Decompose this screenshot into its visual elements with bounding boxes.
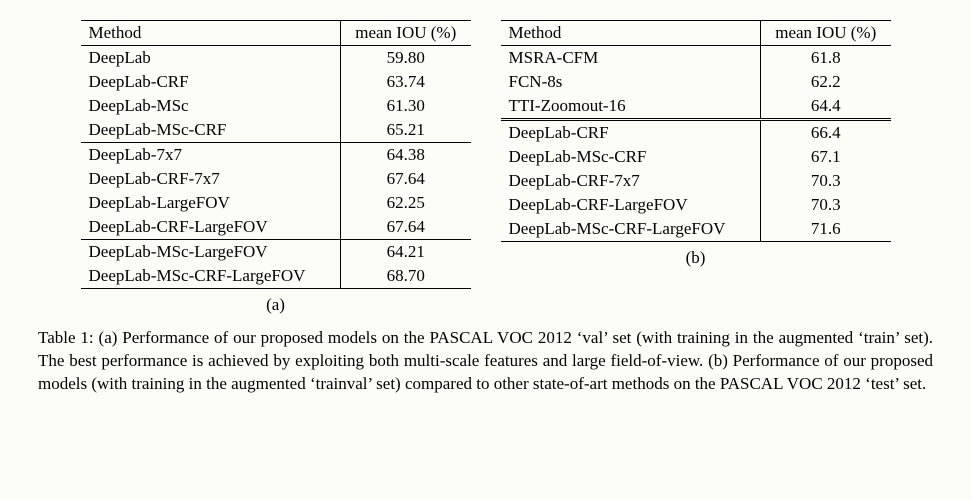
table-row: DeepLab-CRF 63.74 bbox=[81, 70, 471, 94]
cell-iou: 59.80 bbox=[341, 46, 471, 71]
table-row: DeepLab-CRF-LargeFOV 70.3 bbox=[501, 193, 891, 217]
table-row: DeepLab-CRF 66.4 bbox=[501, 120, 891, 146]
cell-iou: 70.3 bbox=[761, 193, 891, 217]
cell-iou: 61.30 bbox=[341, 94, 471, 118]
cell-iou: 61.8 bbox=[761, 46, 891, 71]
cell-method: DeepLab-MSc-CRF bbox=[81, 118, 341, 143]
table-row: DeepLab-MSc-CRF 67.1 bbox=[501, 145, 891, 169]
table-row: DeepLab-MSc-CRF-LargeFOV 71.6 bbox=[501, 217, 891, 242]
table-row: DeepLab-MSc 61.30 bbox=[81, 94, 471, 118]
table-row: DeepLab-CRF-7x7 67.64 bbox=[81, 167, 471, 191]
cell-iou: 67.1 bbox=[761, 145, 891, 169]
tables-container: Method mean IOU (%) DeepLab 59.80 DeepLa… bbox=[30, 20, 941, 315]
table-row: DeepLab-CRF-7x7 70.3 bbox=[501, 169, 891, 193]
table-row: MSRA-CFM 61.8 bbox=[501, 46, 891, 71]
table-row: FCN-8s 62.2 bbox=[501, 70, 891, 94]
cell-iou: 62.25 bbox=[341, 191, 471, 215]
cell-method: DeepLab-CRF-7x7 bbox=[501, 169, 761, 193]
cell-iou: 67.64 bbox=[341, 215, 471, 240]
table-row: DeepLab-MSc-LargeFOV 64.21 bbox=[81, 240, 471, 265]
cell-iou: 64.4 bbox=[761, 94, 891, 120]
cell-method: DeepLab-LargeFOV bbox=[81, 191, 341, 215]
cell-method: DeepLab-CRF-7x7 bbox=[81, 167, 341, 191]
cell-method: DeepLab-MSc-CRF-LargeFOV bbox=[501, 217, 761, 242]
cell-iou: 65.21 bbox=[341, 118, 471, 143]
cell-iou: 64.21 bbox=[341, 240, 471, 265]
cell-method: DeepLab-CRF bbox=[501, 120, 761, 146]
table-b-header-row: Method mean IOU (%) bbox=[501, 21, 891, 46]
cell-iou: 64.38 bbox=[341, 143, 471, 168]
cell-iou: 66.4 bbox=[761, 120, 891, 146]
cell-method: DeepLab-MSc bbox=[81, 94, 341, 118]
cell-iou: 63.74 bbox=[341, 70, 471, 94]
table-row: TTI-Zoomout-16 64.4 bbox=[501, 94, 891, 120]
cell-iou: 68.70 bbox=[341, 264, 471, 289]
cell-method: DeepLab-MSc-CRF bbox=[501, 145, 761, 169]
cell-method: DeepLab-CRF-LargeFOV bbox=[501, 193, 761, 217]
table-a: Method mean IOU (%) DeepLab 59.80 DeepLa… bbox=[81, 20, 471, 289]
cell-method: DeepLab-7x7 bbox=[81, 143, 341, 168]
cell-iou: 67.64 bbox=[341, 167, 471, 191]
table-row: DeepLab-MSc-CRF-LargeFOV 68.70 bbox=[81, 264, 471, 289]
table-a-header-iou: mean IOU (%) bbox=[341, 21, 471, 46]
cell-iou: 62.2 bbox=[761, 70, 891, 94]
table-a-sublabel: (a) bbox=[266, 295, 285, 315]
cell-iou: 71.6 bbox=[761, 217, 891, 242]
table-a-header-method: Method bbox=[81, 21, 341, 46]
cell-method: TTI-Zoomout-16 bbox=[501, 94, 761, 120]
table-a-header-row: Method mean IOU (%) bbox=[81, 21, 471, 46]
cell-method: DeepLab-MSc-CRF-LargeFOV bbox=[81, 264, 341, 289]
table-a-block: Method mean IOU (%) DeepLab 59.80 DeepLa… bbox=[81, 20, 471, 315]
table-b-sublabel: (b) bbox=[686, 248, 706, 268]
table-b-header-iou: mean IOU (%) bbox=[761, 21, 891, 46]
table-row: DeepLab-CRF-LargeFOV 67.64 bbox=[81, 215, 471, 240]
cell-method: DeepLab-MSc-LargeFOV bbox=[81, 240, 341, 265]
table-row: DeepLab-MSc-CRF 65.21 bbox=[81, 118, 471, 143]
cell-method: DeepLab bbox=[81, 46, 341, 71]
cell-method: DeepLab-CRF bbox=[81, 70, 341, 94]
cell-method: MSRA-CFM bbox=[501, 46, 761, 71]
cell-iou: 70.3 bbox=[761, 169, 891, 193]
table-row: DeepLab 59.80 bbox=[81, 46, 471, 71]
table-b: Method mean IOU (%) MSRA-CFM 61.8 FCN-8s… bbox=[501, 20, 891, 242]
table-row: DeepLab-7x7 64.38 bbox=[81, 143, 471, 168]
table-b-header-method: Method bbox=[501, 21, 761, 46]
table-caption: Table 1: (a) Performance of our proposed… bbox=[30, 327, 941, 396]
cell-method: DeepLab-CRF-LargeFOV bbox=[81, 215, 341, 240]
cell-method: FCN-8s bbox=[501, 70, 761, 94]
table-row: DeepLab-LargeFOV 62.25 bbox=[81, 191, 471, 215]
table-b-block: Method mean IOU (%) MSRA-CFM 61.8 FCN-8s… bbox=[501, 20, 891, 268]
